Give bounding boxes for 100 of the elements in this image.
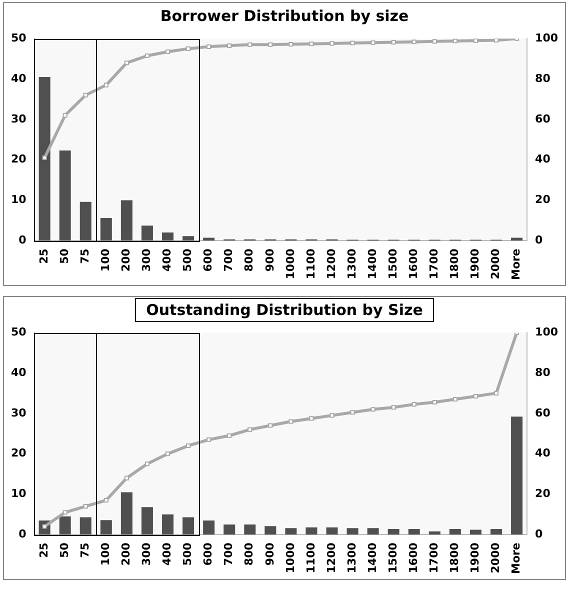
y-tick-label: 30 — [10, 406, 27, 420]
bar — [224, 524, 236, 535]
x-tick-label: 1500 — [386, 248, 400, 280]
point — [227, 433, 232, 438]
bar — [306, 527, 318, 535]
x-tick-label: More — [510, 248, 523, 280]
point — [206, 437, 212, 442]
x-tick-label: 1300 — [345, 542, 358, 574]
x-tick-label: 500 — [181, 248, 194, 272]
point — [83, 504, 88, 509]
x-tick-label: 200 — [120, 542, 133, 566]
point — [42, 156, 47, 160]
bar — [367, 528, 379, 535]
point — [165, 452, 170, 456]
x-tick-label: 1600 — [406, 248, 420, 280]
x-tick-label: 1400 — [366, 542, 379, 574]
bar — [38, 76, 50, 241]
point — [62, 113, 68, 118]
x-tick-label: 75 — [78, 248, 92, 264]
point — [452, 396, 458, 402]
x-tick-label: 50 — [58, 542, 71, 558]
y-tick-label: 30 — [10, 112, 27, 126]
x-tick-label: 1200 — [324, 248, 338, 280]
point — [330, 413, 334, 418]
x-tick-label: 1100 — [304, 542, 318, 574]
x-tick-label: 400 — [160, 542, 174, 566]
bar — [80, 517, 92, 535]
bar — [59, 150, 71, 241]
point — [432, 39, 437, 44]
point — [309, 42, 314, 46]
y2-tick-label: 80 — [535, 72, 551, 85]
point — [165, 49, 170, 54]
y-tick-label: 50 — [10, 31, 27, 44]
y-tick-label: 10 — [10, 193, 27, 206]
bar — [100, 520, 112, 535]
point — [124, 60, 129, 66]
bar — [264, 526, 276, 535]
x-tick-label: 700 — [222, 248, 236, 272]
x-tick-label: 1400 — [366, 248, 379, 280]
point — [370, 40, 376, 45]
point — [268, 423, 273, 428]
bar — [59, 516, 71, 535]
y-tick-label: 40 — [10, 72, 27, 85]
point — [391, 40, 396, 45]
y-tick-label: 20 — [10, 152, 27, 166]
x-tick-label: 600 — [202, 542, 215, 566]
y2-tick-label: 40 — [535, 446, 551, 460]
point — [494, 390, 499, 396]
bar — [388, 528, 400, 535]
bar — [408, 528, 420, 535]
bar — [511, 416, 523, 535]
bar — [100, 218, 112, 241]
point — [186, 46, 191, 51]
point — [350, 40, 355, 46]
x-tick-label: 100 — [99, 542, 112, 566]
x-tick-label: 75 — [78, 542, 92, 558]
point — [144, 462, 150, 466]
y2-tick-label: 100 — [535, 31, 558, 44]
bar — [120, 200, 132, 241]
x-tick-label: 900 — [263, 248, 276, 272]
point — [124, 476, 129, 480]
x-tick-label: 1700 — [428, 248, 441, 280]
point — [104, 498, 108, 503]
point — [248, 427, 252, 432]
x-tick-label: 800 — [242, 248, 256, 272]
x-tick-label: 800 — [242, 542, 256, 566]
bar — [162, 514, 174, 535]
x-tick-label: 1900 — [468, 542, 482, 574]
bar — [285, 528, 297, 535]
y2-tick-label: 60 — [535, 112, 551, 126]
x-tick-label: 1800 — [448, 248, 462, 280]
bar — [470, 530, 482, 535]
point — [391, 405, 396, 410]
x-tick-label: 1000 — [284, 542, 297, 574]
x-tick-label: 1200 — [324, 542, 338, 574]
y2-tick-label: 40 — [535, 152, 551, 166]
y2-tick-label: 0 — [535, 527, 544, 540]
x-tick-label: More — [510, 542, 523, 574]
point — [288, 419, 294, 424]
bar — [346, 528, 358, 535]
point — [370, 407, 376, 412]
bar — [244, 524, 256, 535]
x-tick-label: 500 — [181, 542, 194, 566]
chart-title: Outstanding Distribution by Size — [135, 298, 434, 322]
y2-tick-label: 20 — [535, 193, 551, 206]
x-tick-label: 1500 — [386, 542, 400, 574]
y-tick-label: 50 — [10, 325, 27, 338]
x-tick-label: 1700 — [428, 542, 441, 574]
bar — [141, 507, 153, 535]
point — [432, 400, 437, 405]
point — [309, 416, 314, 421]
y2-tick-label: 100 — [535, 325, 558, 338]
y2-tick-label: 20 — [535, 487, 551, 500]
point — [412, 402, 416, 407]
point — [452, 38, 458, 44]
x-tick-label: 1800 — [448, 542, 462, 574]
y-tick-label: 10 — [10, 487, 27, 500]
x-tick-label: 200 — [120, 248, 133, 272]
bar — [490, 528, 502, 535]
bar — [141, 226, 153, 241]
